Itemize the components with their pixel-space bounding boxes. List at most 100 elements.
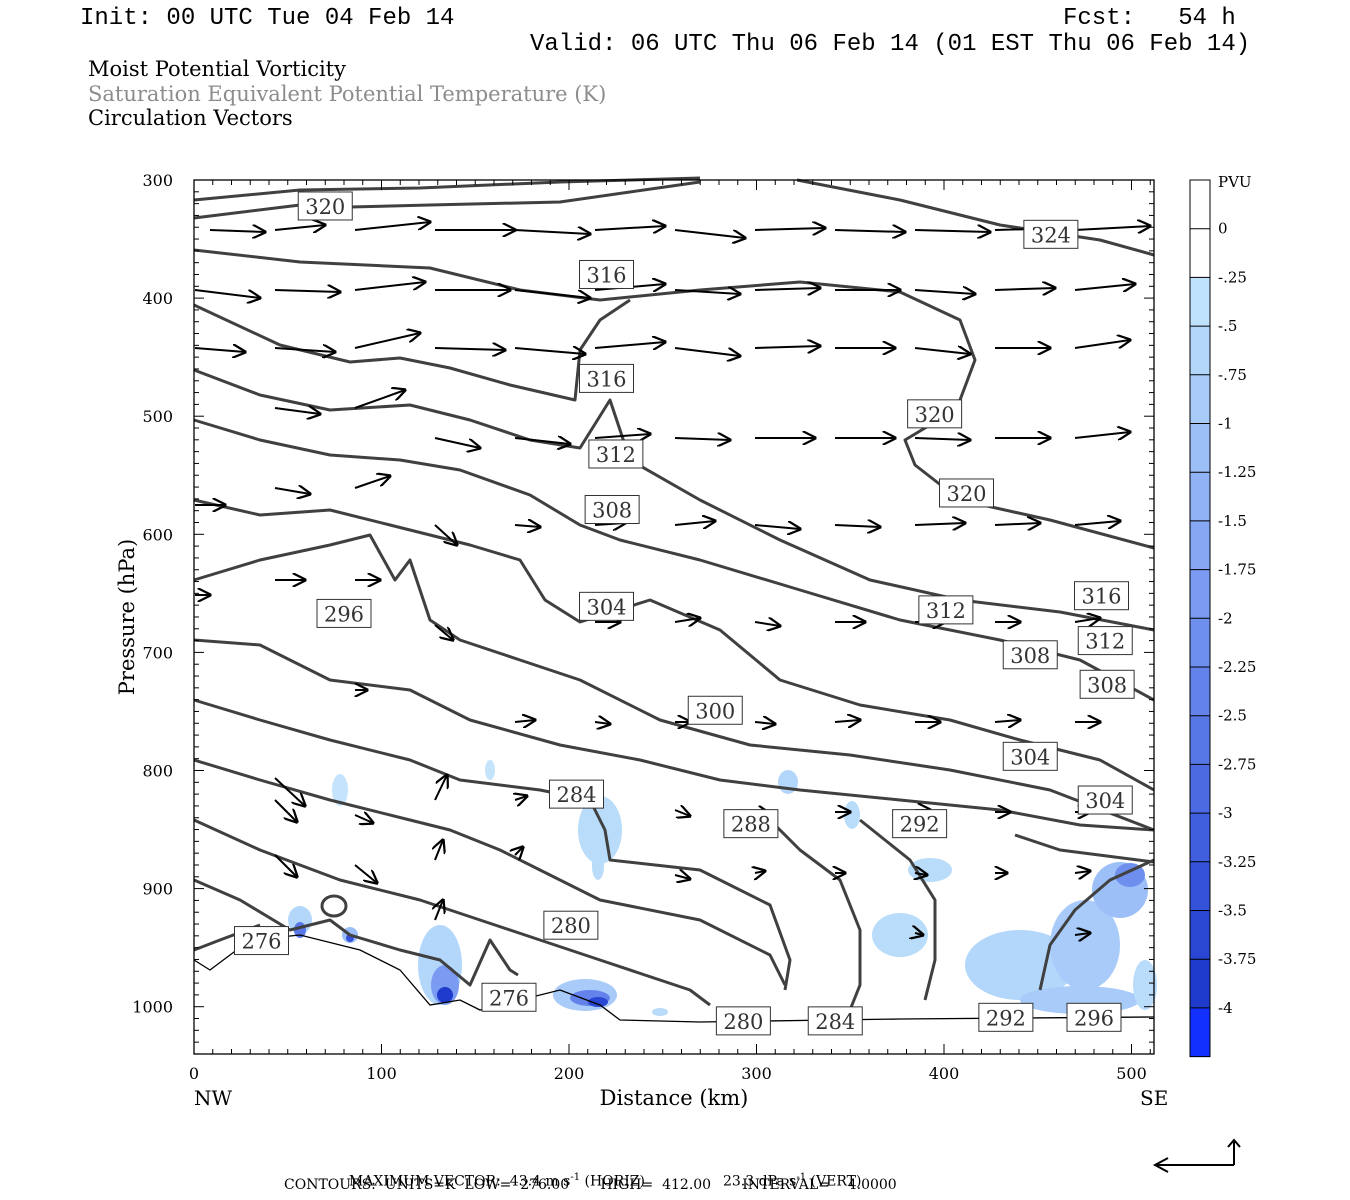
colorbar-label: -.5 [1218,317,1237,335]
contour-label-text: 288 [731,813,771,837]
init-time: Init: 00 UTC Tue 04 Feb 14 [80,5,455,32]
circulation-vector [194,289,260,298]
contour-label-text: 292 [986,1006,1026,1030]
contour-label: 292 [892,809,948,839]
contour-label: 316 [579,259,634,289]
contour-label: 308 [584,494,640,524]
contour-label-text: 308 [1010,644,1050,668]
theta-es-contours [193,176,1155,1011]
circulation-vector [514,525,540,527]
contour-label: 300 [687,695,743,725]
contour-label-box [579,259,634,289]
colorbar-swatch [1190,326,1210,376]
contour-label-text: 308 [1087,673,1127,697]
circulation-vector [1074,226,1150,230]
colorbar-unit: PVU [1218,173,1252,191]
circulation-vector [1074,871,1090,873]
contour-label-text: 320 [305,195,345,219]
colorbar-label: 0 [1218,220,1228,238]
y-tick-label: 1000 [132,998,173,1017]
contour-label-text: 292 [900,813,940,837]
axes: 300 400 500 600 700 800 900 1000 0 100 200 300 400 50… [132,171,1154,1083]
contour-label: 292 [978,1002,1034,1032]
circulation-vector [514,230,590,234]
contour-label-text: 320 [946,482,986,506]
colorbar-label: -2.75 [1218,755,1256,773]
contour-label: 304 [1077,785,1133,815]
contour-label-box [297,191,353,221]
theta-es-contour [193,368,1155,632]
colorbar-label: -.75 [1218,366,1247,384]
contour-label-box [1074,581,1129,611]
circulation-vector [994,288,1055,290]
contour-label: 288 [723,809,779,839]
contour-label-text: 312 [1085,630,1125,654]
circulation-vector [674,875,690,879]
contour-label: 284 [549,779,604,809]
colorbar-label: -1 [1218,415,1233,433]
pv-region [437,987,453,1003]
circulation-vector [834,525,880,527]
y-tick-label: 900 [142,880,173,899]
theta-es-contour [193,298,631,402]
circulation-vector [274,799,297,822]
circulation-vector [755,871,765,873]
contour-label-text: 296 [1074,1006,1114,1030]
contour-label: 276 [481,982,537,1012]
contour-info-line: CONTOURS: UNITS=K LOW= 276.00 HIGH= 412.… [284,1177,897,1193]
colorbar-swatch [1190,374,1210,424]
contour-label-text: 284 [815,1010,855,1034]
pv-region [485,760,495,780]
contour-label-text: 316 [586,263,626,287]
circulation-vector [434,524,457,545]
theta-es-contour [193,180,701,220]
circulation-vector [915,933,923,935]
theta-es-contour [796,178,1155,257]
circulation-vector [994,720,1020,722]
y-tick-label: 600 [142,525,173,544]
contour-label-text: 316 [1081,585,1121,609]
contour-label-text: 312 [926,599,966,623]
contour-label-text: 280 [551,914,591,938]
circulation-vector [674,521,715,525]
circulation-vector [754,622,780,626]
title-mpv: Moist Potential Vorticity [88,57,346,81]
circulation-vector [434,775,447,801]
theta-es-contour [193,878,519,987]
pv-colorbar: 0 -.25 -.5 -.75 -1 -1.25 -1.5 -1.75 -2 -2.25 -2.5 -… [1189,179,1256,1058]
circulation-vector [354,864,377,883]
circulation-vectors [194,222,1150,935]
circulation-vector [674,229,745,238]
colorbar-label: -1.25 [1218,463,1256,481]
pv-region [1133,960,1157,1010]
pv-region [965,930,1075,1000]
colorbar-swatch [1190,472,1210,522]
theta-es-contour [859,818,937,1001]
contour-label-text: 276 [489,986,529,1010]
max-vector-horiz-unit: (HORIZ) [584,1173,645,1190]
x-tick-label: 500 [1116,1064,1147,1083]
contour-label-box [807,1006,863,1036]
contour-label-text: 304 [586,595,626,619]
title-theta-es: Saturation Equivalent Potential Temperat… [88,82,607,106]
circulation-vector [674,618,700,622]
circulation-vector [674,438,730,440]
circulation-vector [274,348,335,352]
pv-region [578,796,622,864]
y-tick-label: 700 [142,643,173,662]
colorbar-swatch [1190,813,1210,863]
circulation-vector [834,720,860,722]
valid-time: Valid: 06 UTC Thu 06 Feb 14 (01 EST Thu … [530,31,1251,58]
max-vector-vert-exp: -1 [796,1172,807,1183]
theta-es-contour [193,533,1155,832]
circulation-vector [674,347,740,356]
pv-region [844,801,860,829]
colorbar-label: -2 [1218,609,1233,627]
circulation-vector [434,348,505,350]
contour-label: 316 [579,363,634,393]
contour-label-box [543,910,599,940]
pv-region [592,852,604,880]
contour-label: 316 [1074,581,1129,611]
max-vector-vert: 23.3 dPa s [722,1173,797,1190]
